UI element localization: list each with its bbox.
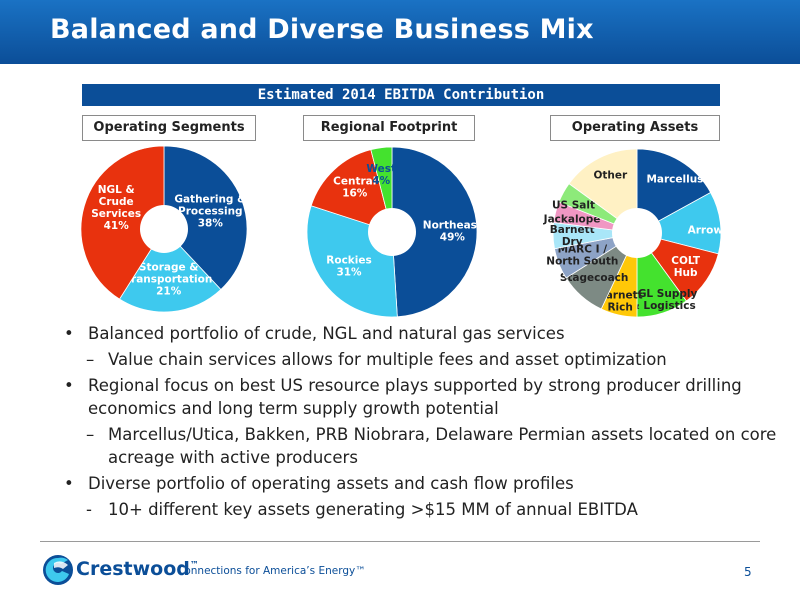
slice-label: Barnett Rich [598, 289, 643, 313]
bullet-marker: • [64, 376, 74, 395]
slice-label: Gathering & Processing 38% [174, 194, 246, 230]
slice-label: Central 16% [333, 175, 376, 199]
bullet-marker: • [64, 474, 74, 493]
donut-hole [368, 208, 416, 256]
sub-bullet-item: -10+ different key assets generating >$1… [60, 498, 780, 521]
chart-title-regional-footprint: Regional Footprint [303, 115, 475, 141]
bullet-text: Regional focus on best US resource plays… [88, 376, 742, 418]
operating-assets-donut: Marcellus Arrow COLT Hub NGL Supply & Logisti… [543, 148, 724, 318]
slice-label: Other [593, 170, 628, 182]
chart-title-operating-assets: Operating Assets [550, 115, 720, 141]
chart-title-operating-segments: Operating Segments [82, 115, 256, 141]
donut-hole [140, 205, 188, 253]
regional-footprint-donut: Northeast 49% Rockies 31% Central 16%West 4% [306, 146, 482, 318]
bullet-item: • Regional focus on best US resource play… [60, 374, 780, 420]
bullet-text: Value chain services allows for multiple… [108, 350, 667, 369]
slice-label: US Salt [552, 200, 595, 212]
chart-section-header: Estimated 2014 EBITDA Contribution [82, 84, 720, 106]
pie-slice [568, 148, 638, 234]
pie-slice [635, 191, 722, 255]
bullet-text: Diverse portfolio of operating assets an… [88, 474, 574, 493]
bullet-marker: – [86, 425, 95, 444]
slice-label: Jackalope [543, 213, 601, 225]
bullet-marker: • [64, 324, 74, 343]
donut-charts: Gathering & Processing 38% Storage & Transpo… [80, 145, 724, 318]
donut-hole [612, 208, 662, 258]
slice-label: NGL Supply & Logistics [629, 288, 697, 312]
bullet-item: • Diverse portfolio of operating assets a… [60, 472, 780, 495]
footer-divider [40, 541, 760, 542]
page-number: 5 [744, 565, 752, 579]
bullet-marker: - [86, 500, 92, 519]
crestwood-logo-icon [43, 555, 73, 585]
brand-tagline: Connections for America’s Energy™ [177, 565, 366, 577]
slice-label: COLT Hub [671, 255, 701, 279]
brand-name: Crestwood™ [76, 558, 199, 580]
pie-slice [80, 145, 165, 300]
bullet-text: Marcellus/Utica, Bakken, PRB Niobrara, D… [108, 425, 777, 467]
slice-label: Stagecoach [560, 272, 629, 284]
slice-label: Arrow [688, 225, 724, 237]
slice-label: Barnett Dry [550, 224, 595, 248]
slice-label: Northeast 49% [423, 219, 482, 243]
pie-slice [118, 228, 222, 313]
sub-bullet-item: – Value chain services allows for multipl… [60, 348, 780, 371]
bullet-list: • Balanced portfolio of crude, NGL and na… [60, 322, 780, 524]
slice-label: Storage & Transportation 21% [125, 262, 212, 298]
operating-segments-donut: Gathering & Processing 38% Storage & Transpo… [80, 145, 248, 313]
slice-label: NGL & Crude Services 41% [91, 184, 141, 232]
bullet-text: 10+ different key assets generating >$15… [108, 500, 638, 519]
bullet-marker: – [86, 350, 95, 369]
pie-slice [636, 148, 712, 234]
slice-label: MARC I / North South [546, 244, 618, 268]
pie-slice [310, 149, 393, 233]
pie-slice [163, 145, 248, 291]
slice-label: Rockies 31% [326, 254, 371, 278]
slide-title: Balanced and Diverse Business Mix [50, 14, 594, 45]
sub-bullet-item: – Marcellus/Utica, Bakken, PRB Niobrara, … [60, 423, 780, 469]
slice-label: Marcellus [646, 173, 703, 185]
pie-slice [391, 146, 478, 318]
title-bar: Balanced and Diverse Business Mix [0, 0, 800, 64]
bullet-text: Balanced portfolio of crude, NGL and nat… [88, 324, 565, 343]
slice-label: West 4% [366, 163, 396, 187]
bullet-item: • Balanced portfolio of crude, NGL and na… [60, 322, 780, 345]
